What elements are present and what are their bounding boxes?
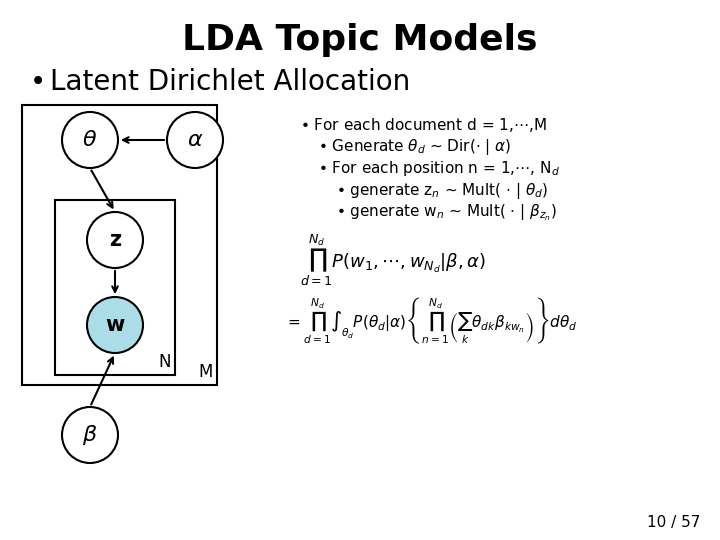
Text: N: N bbox=[158, 353, 171, 371]
Text: • For each document d = 1,$\cdots$,M: • For each document d = 1,$\cdots$,M bbox=[300, 116, 547, 134]
Text: • generate z$_n$ ~ Mult( $\cdot$ | $\theta_d$): • generate z$_n$ ~ Mult( $\cdot$ | $\the… bbox=[336, 181, 548, 201]
Text: $\prod_{d=1}^{N_d} P(w_1,\cdots,w_{N_d}|\beta,\alpha)$: $\prod_{d=1}^{N_d} P(w_1,\cdots,w_{N_d}|… bbox=[300, 232, 486, 288]
Circle shape bbox=[87, 212, 143, 268]
Text: Latent Dirichlet Allocation: Latent Dirichlet Allocation bbox=[50, 68, 410, 96]
Text: •: • bbox=[30, 68, 46, 96]
Circle shape bbox=[87, 297, 143, 353]
Text: 10 / 57: 10 / 57 bbox=[647, 515, 700, 530]
Text: LDA Topic Models: LDA Topic Models bbox=[182, 23, 538, 57]
Text: • Generate $\theta_d$ ~ Dir($\cdot$ | $\alpha$): • Generate $\theta_d$ ~ Dir($\cdot$ | $\… bbox=[318, 137, 511, 157]
Text: $\alpha$: $\alpha$ bbox=[186, 130, 203, 150]
Text: M: M bbox=[199, 363, 213, 381]
Circle shape bbox=[62, 407, 118, 463]
Circle shape bbox=[62, 112, 118, 168]
Text: • generate w$_n$ ~ Mult( $\cdot$ | $\beta_{z_n}$): • generate w$_n$ ~ Mult( $\cdot$ | $\bet… bbox=[336, 202, 557, 224]
Text: • For each position n = 1,$\cdots$, N$_d$: • For each position n = 1,$\cdots$, N$_d… bbox=[318, 159, 560, 179]
Text: z: z bbox=[109, 230, 121, 250]
Text: $\theta$: $\theta$ bbox=[82, 130, 98, 150]
Text: $= \prod_{d=1}^{N_d}\int_{\theta_d} P(\theta_d|\alpha) \left\{ \prod_{n=1}^{N_d}: $= \prod_{d=1}^{N_d}\int_{\theta_d} P(\t… bbox=[285, 294, 577, 346]
Text: $\beta$: $\beta$ bbox=[82, 423, 98, 447]
Text: w: w bbox=[105, 315, 125, 335]
Circle shape bbox=[167, 112, 223, 168]
